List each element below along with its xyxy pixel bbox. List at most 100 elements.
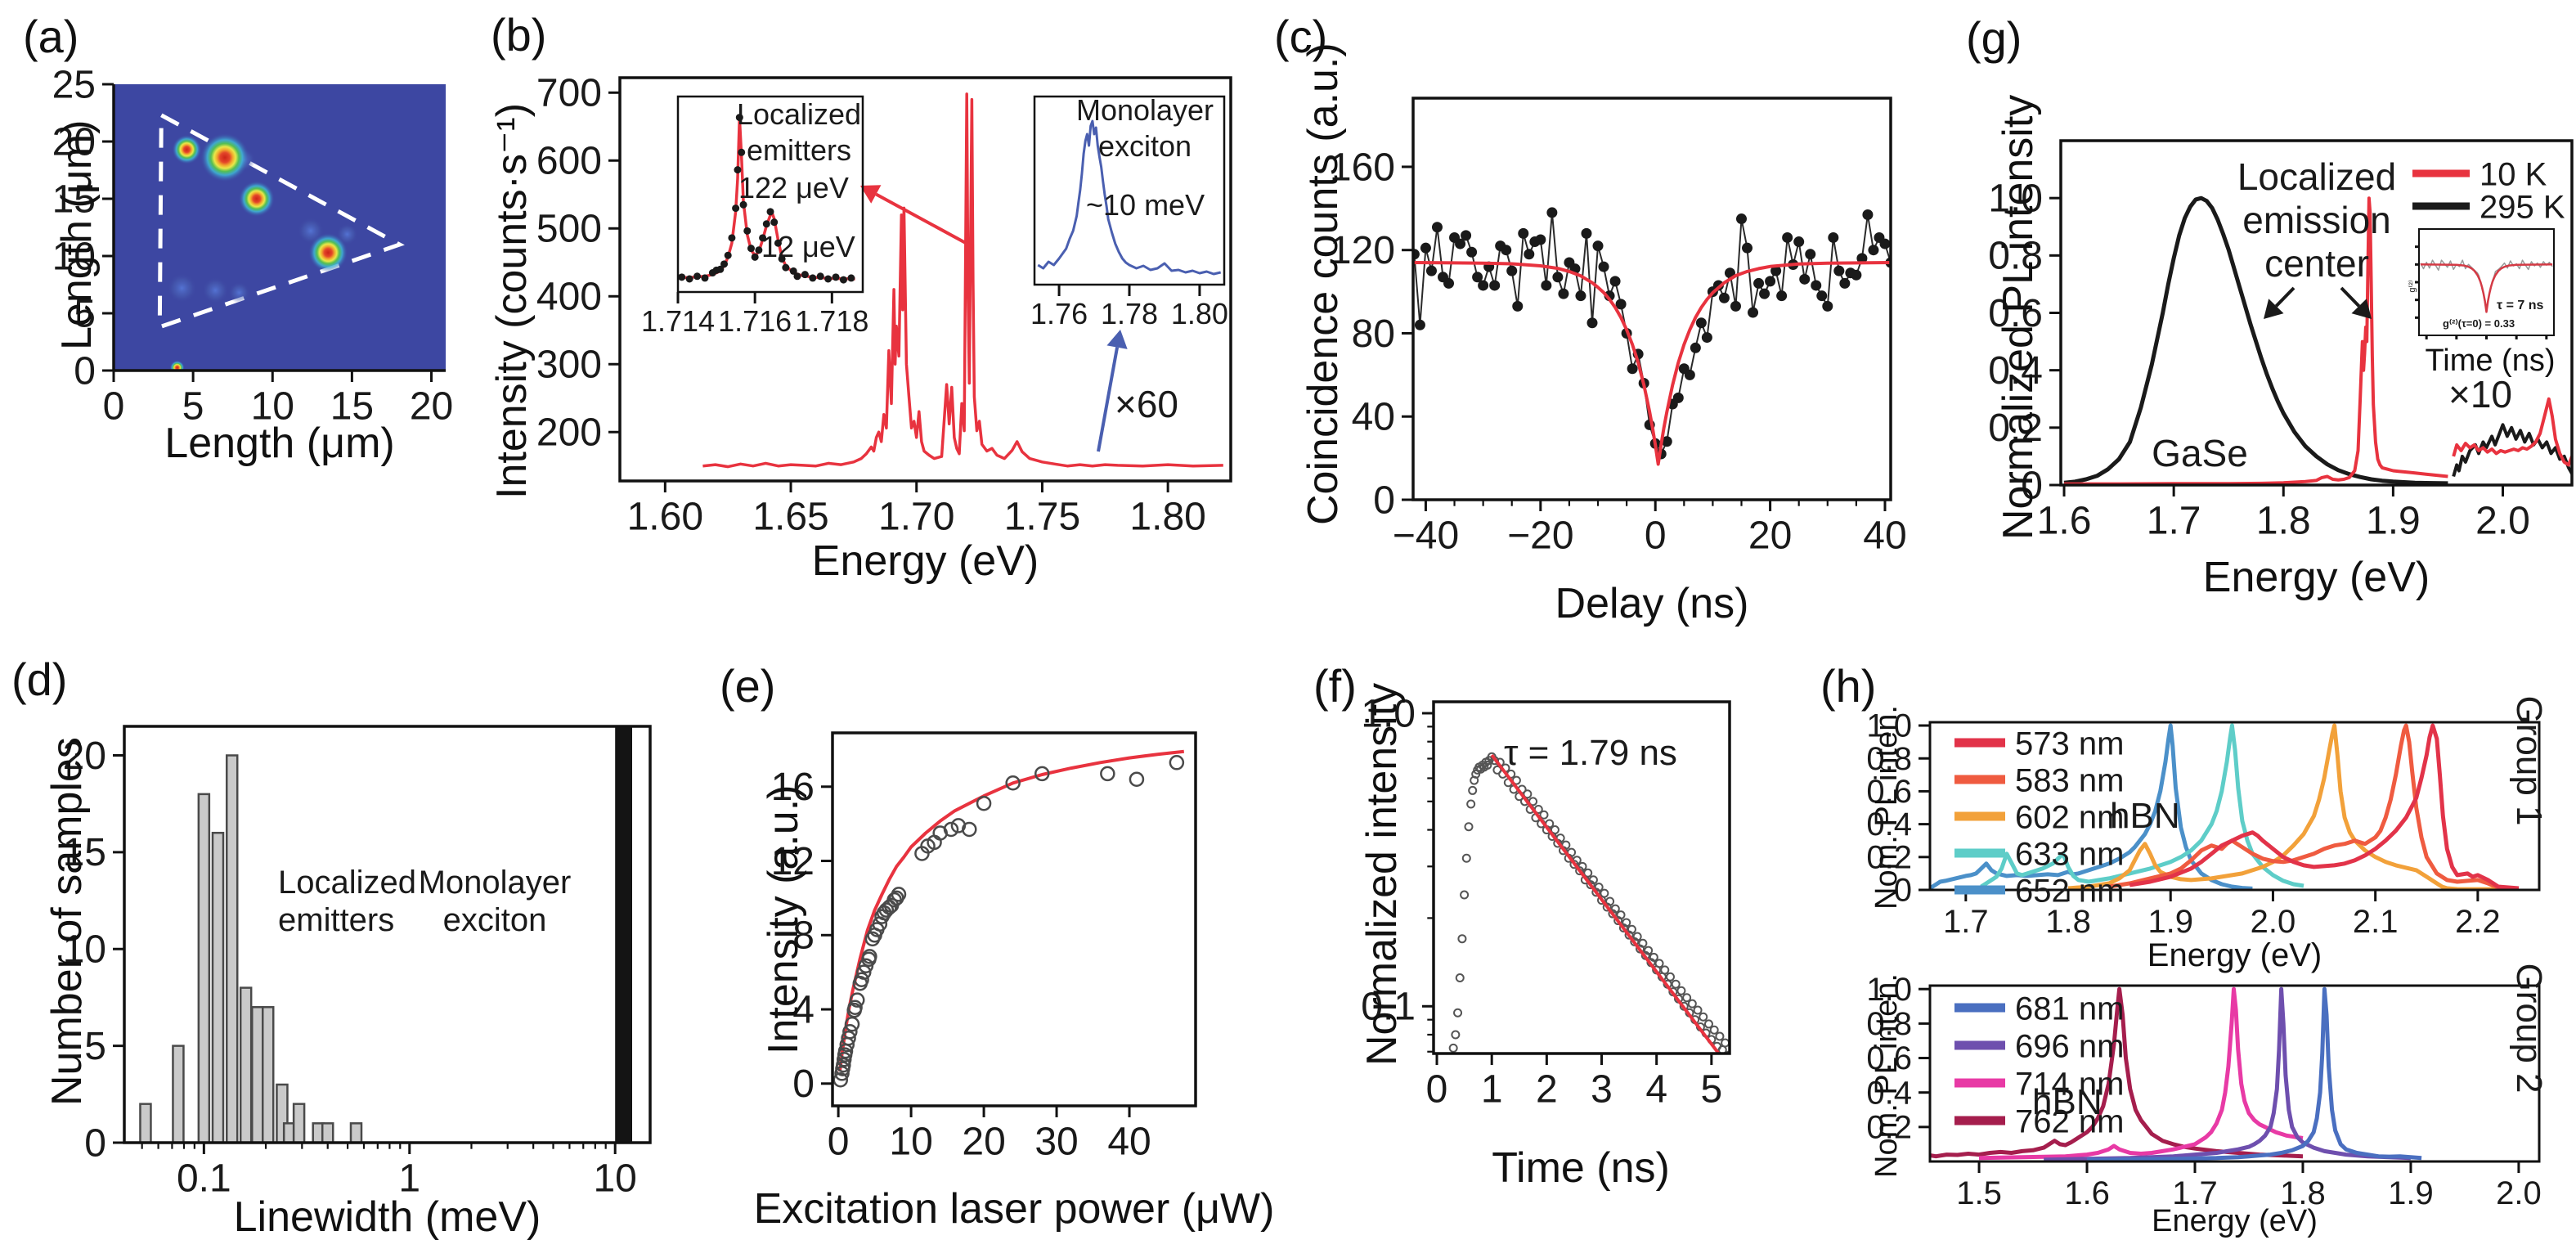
svg-text:16: 16 [771, 766, 815, 809]
svg-text:1.6: 1.6 [2037, 500, 2092, 543]
panel-label-d: (d) [11, 654, 68, 705]
panel-c-antibunching-chart: −40 −20 0 20 40 0 40 80 120 160 [1330, 97, 1907, 558]
svg-text:12 μeV: 12 μeV [761, 230, 855, 263]
svg-text:1.5: 1.5 [1956, 1175, 2002, 1211]
svg-text:1: 1 [1481, 1068, 1503, 1112]
svg-text:714 nm: 714 nm [2015, 1066, 2124, 1102]
svg-text:0: 0 [2021, 464, 2043, 507]
svg-text:2.0: 2.0 [2496, 1175, 2542, 1211]
panel-label-h: (h) [1820, 660, 1877, 712]
svg-text:25: 25 [52, 63, 96, 106]
svg-text:1.9: 1.9 [2366, 500, 2421, 543]
svg-text:emitters: emitters [278, 902, 394, 938]
svg-text:4: 4 [792, 988, 815, 1031]
svg-text:1.7: 1.7 [2172, 1175, 2218, 1211]
svg-text:1.0: 1.0 [1866, 708, 1912, 744]
svg-text:1.70: 1.70 [878, 496, 954, 539]
svg-text:8: 8 [792, 914, 815, 958]
svg-text:200: 200 [536, 411, 602, 455]
svg-text:1.0: 1.0 [1988, 177, 2043, 220]
svg-text:GaSe: GaSe [2152, 432, 2248, 474]
svg-text:0: 0 [84, 1121, 106, 1165]
panel-f-lifetime-chart: 0 1 2 3 4 5 1.0 0.1 τ = 1.79 ns [1361, 692, 1731, 1112]
svg-text:400: 400 [536, 276, 602, 319]
svg-text:1.76: 1.76 [1030, 297, 1088, 330]
svg-text:122 μeV: 122 μeV [738, 171, 849, 204]
e-y-axis-title: Intensity (a.u.) [760, 784, 807, 1054]
svg-text:600: 600 [536, 140, 602, 183]
svg-text:15: 15 [330, 385, 374, 429]
f-x-axis-title: Time (ns) [1492, 1144, 1670, 1192]
svg-text:hBN: hBN [2110, 796, 2180, 836]
h1-y-axis-title: Nom. PL inten. [1869, 705, 1904, 910]
svg-text:2.0: 2.0 [2251, 904, 2296, 940]
svg-text:12: 12 [771, 840, 815, 883]
svg-text:2.1: 2.1 [2353, 904, 2399, 940]
svg-text:Monolayer: Monolayer [1076, 93, 1214, 127]
svg-text:295 K: 295 K [2480, 189, 2565, 225]
svg-text:τ = 1.79 ns: τ = 1.79 ns [1504, 733, 1677, 773]
svg-text:1.7: 1.7 [2147, 500, 2201, 543]
svg-text:602 nm: 602 nm [2015, 799, 2124, 835]
svg-text:1.9: 1.9 [2147, 904, 2193, 940]
svg-text:20: 20 [410, 385, 453, 429]
svg-text:Localized: Localized [278, 865, 416, 901]
panel-label-g: (g) [1966, 12, 2022, 64]
svg-text:0.8: 0.8 [1988, 235, 2043, 278]
svg-text:exciton: exciton [1098, 129, 1192, 163]
svg-text:5: 5 [74, 292, 96, 335]
g-inset-x-axis-title: Time (ns) [2425, 344, 2556, 378]
svg-text:0: 0 [1373, 478, 1395, 522]
svg-text:1.78: 1.78 [1101, 297, 1158, 330]
svg-text:10: 10 [251, 385, 294, 429]
svg-text:0: 0 [792, 1063, 815, 1106]
g-x-axis-title: Energy (eV) [2202, 554, 2430, 601]
a-y-axis-title: Length (μm) [53, 119, 101, 350]
svg-text:exciton: exciton [443, 902, 547, 938]
c-x-axis-title: Delay (ns) [1555, 580, 1749, 627]
b-x-axis-title: Energy (eV) [811, 537, 1039, 585]
svg-text:15: 15 [52, 177, 96, 221]
svg-text:0.8: 0.8 [1866, 1006, 1912, 1042]
svg-text:5: 5 [1700, 1068, 1722, 1112]
svg-text:10: 10 [63, 928, 106, 972]
svg-text:Localized: Localized [2237, 155, 2396, 198]
svg-text:0: 0 [828, 1121, 850, 1164]
svg-text:1.0: 1.0 [1361, 692, 1416, 735]
svg-text:10 K: 10 K [2480, 156, 2547, 192]
svg-text:2: 2 [1536, 1068, 1558, 1112]
svg-text:center: center [2264, 242, 2369, 285]
panel-label-f: (f) [1313, 660, 1357, 712]
svg-text:emitters: emitters [747, 133, 851, 167]
panel-h-group1-chart: 1.7 1.8 1.9 2.0 2.1 2.2 00.20.40.60.81.0 573 nm… [1866, 696, 2549, 940]
svg-text:20: 20 [1748, 514, 1792, 558]
svg-text:40: 40 [1352, 396, 1395, 439]
svg-text:1.75: 1.75 [1004, 496, 1080, 539]
svg-text:20: 20 [52, 120, 96, 164]
svg-text:30: 30 [1034, 1121, 1078, 1164]
svg-text:g⁽²⁾(τ=0) = 0.33: g⁽²⁾(τ=0) = 0.33 [2443, 317, 2515, 330]
g-y-axis-title: Normalized PL intensity [1995, 94, 2042, 540]
svg-text:hBN: hBN [2032, 1082, 2103, 1122]
panel-g-g2-inset: τ = 7 ns g⁽²⁾(τ=0) = 0.33 g⁽²⁾ [2408, 228, 2555, 339]
svg-text:Localized: Localized [737, 97, 861, 131]
panel-label-e: (e) [720, 660, 776, 712]
svg-text:700: 700 [536, 72, 602, 115]
svg-text:~10 meV: ~10 meV [1086, 188, 1205, 222]
svg-text:1.80: 1.80 [1129, 496, 1205, 539]
svg-text:80: 80 [1352, 312, 1395, 356]
svg-text:2.0: 2.0 [2475, 500, 2530, 543]
h2-x-axis-title: Energy (eV) [2152, 1204, 2318, 1238]
panel-label-b: (b) [491, 9, 547, 61]
panel-a-pl-map-chart: 0 5 10 15 20 0 5 10 15 20 25 [52, 63, 454, 429]
svg-text:0.4: 0.4 [1988, 349, 2043, 393]
svg-text:1.8: 1.8 [2256, 500, 2311, 543]
svg-text:762 nm: 762 nm [2015, 1103, 2124, 1139]
svg-text:300: 300 [536, 344, 602, 387]
svg-text:20: 20 [63, 735, 106, 778]
svg-text:0.4: 0.4 [1866, 806, 1912, 842]
c-y-axis-title: Coincidence counts (a.u.) [1299, 43, 1347, 525]
